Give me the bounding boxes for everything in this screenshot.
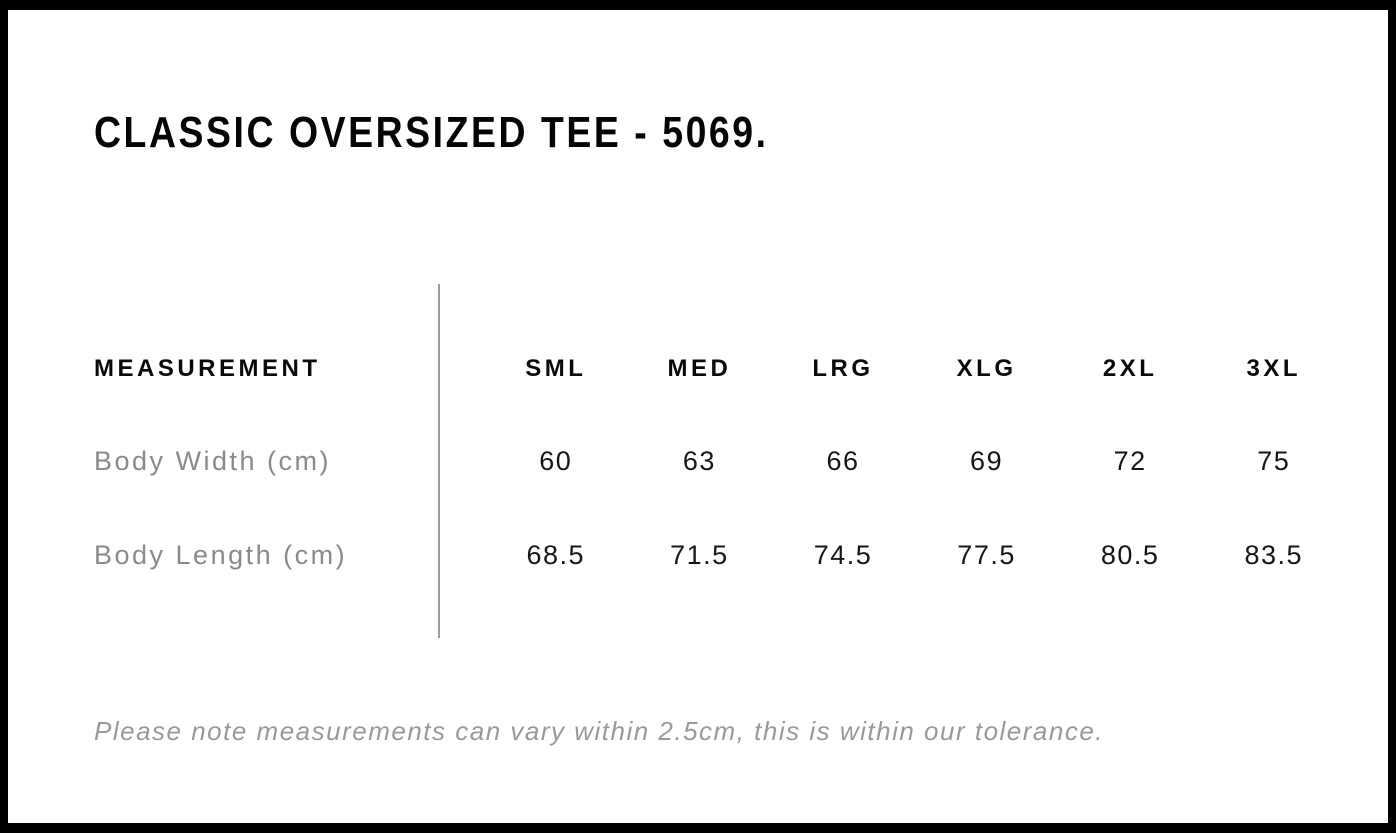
table-cell: 71.5 bbox=[670, 540, 729, 570]
table-cell: 77.5 bbox=[957, 540, 1016, 570]
column-header-3xl: 3XL bbox=[1246, 355, 1302, 382]
table-cell: 72 bbox=[1113, 446, 1147, 476]
column-header-xlg: XLG bbox=[956, 355, 1017, 382]
table-cell: 60 bbox=[539, 446, 573, 476]
table-cell: 69 bbox=[970, 446, 1004, 476]
table-cell: 68.5 bbox=[526, 540, 586, 570]
table-row-body-width: Body Width (cm) 60 63 66 69 72 75 bbox=[94, 444, 1346, 478]
table-cell: 74.5 bbox=[813, 540, 873, 570]
row-label-body-length: Body Length (cm) bbox=[94, 540, 348, 570]
table-header-row: MEASUREMENT SML MED LRG XLG 2XL 3XL bbox=[94, 354, 1346, 384]
size-guide-page: CLASSIC OVERSIZED TEE - 5069. MEASUREMEN… bbox=[8, 10, 1388, 823]
column-header-measurement: MEASUREMENT bbox=[94, 355, 321, 382]
table-cell: 63 bbox=[682, 446, 716, 476]
tolerance-note: Please note measurements can vary within… bbox=[94, 716, 1105, 746]
table-cell: 83.5 bbox=[1244, 540, 1304, 570]
table-cell: 80.5 bbox=[1100, 540, 1160, 570]
column-header-sml: SML bbox=[525, 355, 587, 382]
table-divider-line bbox=[438, 284, 440, 638]
table-row-body-length: Body Length (cm) 68.5 71.5 74.5 77.5 80.… bbox=[94, 538, 1346, 572]
table-cell: 75 bbox=[1257, 446, 1291, 476]
table-cell: 66 bbox=[826, 446, 860, 476]
column-header-med: MED bbox=[667, 355, 732, 382]
page-title: CLASSIC OVERSIZED TEE - 5069. bbox=[94, 108, 769, 157]
row-label-body-width: Body Width (cm) bbox=[94, 446, 332, 476]
column-header-lrg: LRG bbox=[812, 355, 874, 382]
column-header-2xl: 2XL bbox=[1102, 355, 1158, 382]
